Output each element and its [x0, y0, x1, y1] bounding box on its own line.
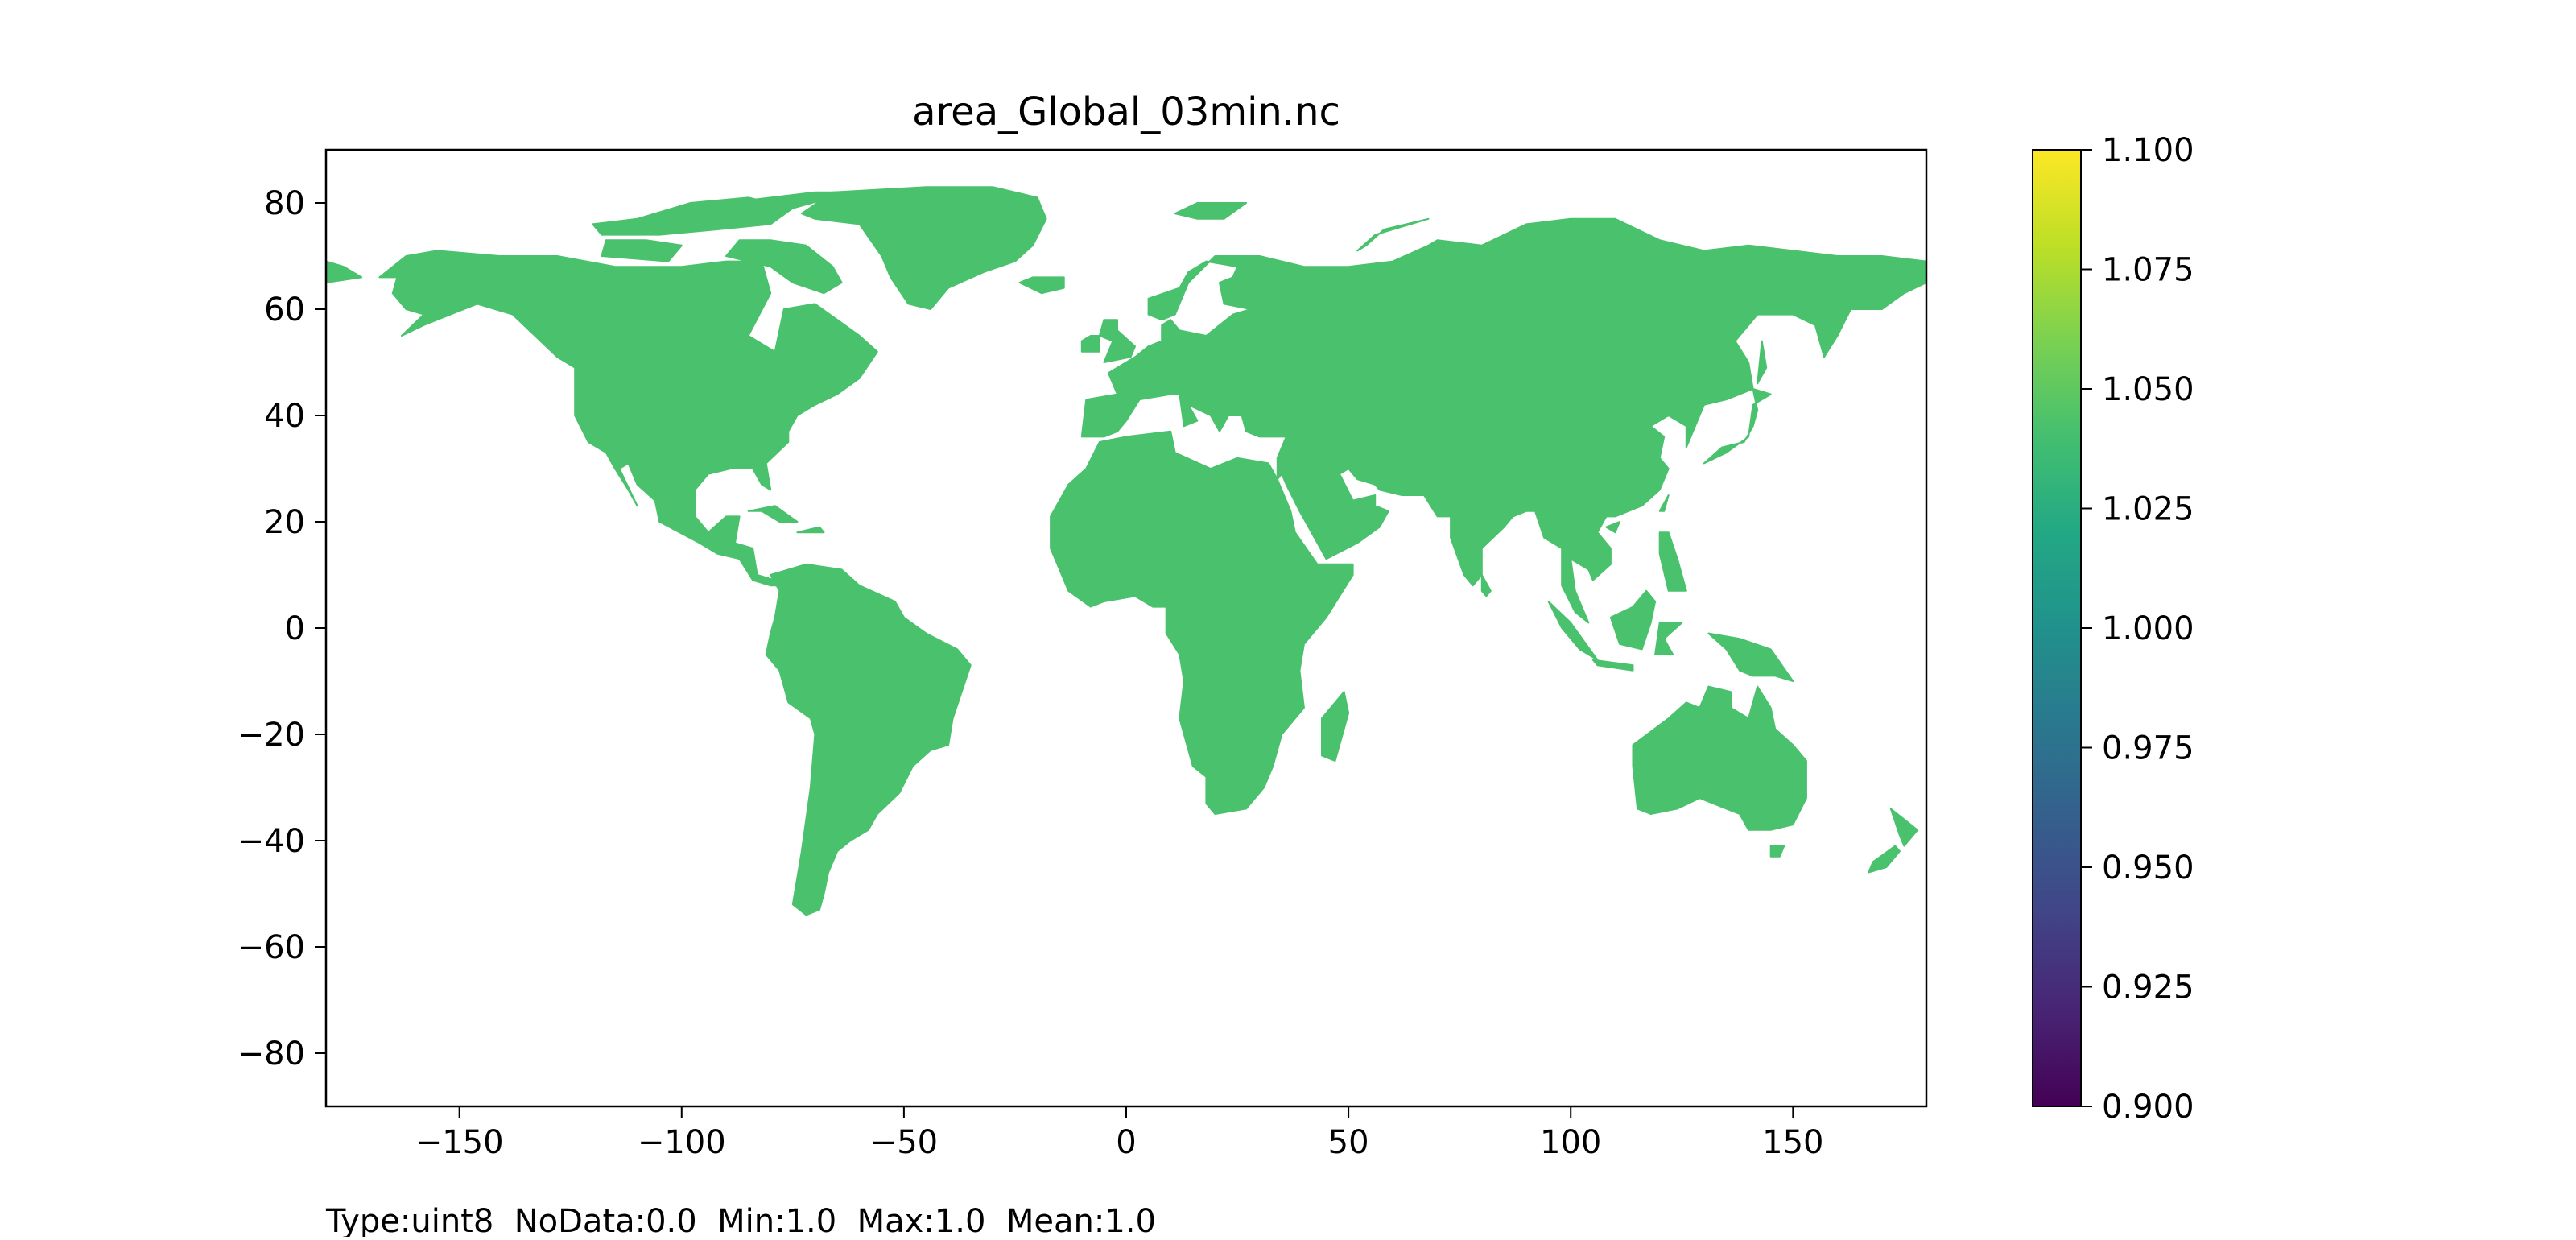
- landmass-japan: [1703, 388, 1772, 465]
- landmass-sulawesi: [1654, 622, 1683, 655]
- colorbar-tick-label: 0.925: [2102, 969, 2194, 1006]
- y-tick-label: 80: [264, 185, 305, 222]
- y-tick-label: −60: [237, 929, 305, 966]
- y-tick-label: 20: [264, 504, 305, 541]
- y-tick-label: −80: [237, 1035, 305, 1073]
- landmass-victoria-island: [601, 239, 683, 262]
- landmass-svalbard: [1174, 202, 1248, 220]
- landmass-africa: [1050, 430, 1354, 815]
- landmass-alaska-east-edge: [326, 260, 363, 283]
- landmass-australia: [1632, 685, 1807, 831]
- landmass-new-guinea: [1707, 632, 1794, 682]
- landmass-sumatra: [1547, 601, 1599, 661]
- colorbar-tick-label: 1.025: [2102, 491, 2194, 528]
- raster-stats: Type:uint8 NoData:0.0 Min:1.0 Max:1.0 Me…: [325, 1203, 1156, 1237]
- colorbar-tick-label: 1.100: [2102, 132, 2194, 169]
- landmass-cuba: [747, 505, 799, 523]
- landmass-north-america: [378, 250, 878, 587]
- y-tick-label: 0: [285, 610, 305, 647]
- x-tick-label: −50: [870, 1124, 938, 1161]
- colorbar: [2032, 149, 2082, 1107]
- landmass-tasmania: [1769, 845, 1785, 858]
- colorbar-tick-label: 0.975: [2102, 730, 2194, 767]
- landmass-novaya-zemlya: [1356, 217, 1430, 252]
- landmass-borneo: [1609, 589, 1657, 651]
- landmass-hispaniola: [796, 526, 825, 534]
- x-tick-label: 0: [1116, 1124, 1136, 1161]
- chart-title: area_Global_03min.nc: [912, 89, 1340, 134]
- landmass-greenland: [800, 186, 1047, 310]
- landmass-hainan: [1605, 521, 1620, 534]
- y-axis: 80 60 40 20 0 −20 −40 −60 −80: [237, 185, 326, 1073]
- x-tick-label: 50: [1328, 1124, 1369, 1161]
- landmass-eurasia: [1080, 217, 1926, 624]
- landmass-great-britain: [1098, 319, 1136, 363]
- landmass-iceland: [1018, 276, 1065, 295]
- colorbar-ticks: 1.100 1.075 1.050 1.025 1.000 0.975 0.950 0.925…: [2081, 132, 2194, 1126]
- landmass-ireland: [1080, 335, 1100, 353]
- x-tick-label: 150: [1762, 1124, 1823, 1161]
- colorbar-tick-label: 1.050: [2102, 371, 2194, 408]
- x-tick-label: −100: [638, 1124, 726, 1161]
- landmass-java: [1591, 659, 1634, 672]
- y-tick-label: −40: [237, 823, 305, 860]
- y-tick-label: 40: [264, 398, 305, 435]
- colorbar-tick-label: 1.000: [2102, 610, 2194, 647]
- x-tick-label: −150: [415, 1124, 504, 1161]
- landmass-sakhalin: [1757, 340, 1768, 385]
- landmass-new-zealand-n: [1889, 808, 1918, 847]
- landmass-baffin: [725, 239, 843, 295]
- y-tick-label: 60: [264, 291, 305, 329]
- y-tick-label: −20: [237, 717, 305, 754]
- x-tick-label: 100: [1540, 1124, 1601, 1161]
- landmass-south-america: [765, 563, 972, 916]
- colorbar-tick-label: 0.900: [2102, 1089, 2194, 1126]
- landmass-taiwan: [1658, 494, 1670, 512]
- landmass-philippines: [1658, 531, 1687, 592]
- landmass-sri-lanka: [1480, 574, 1492, 597]
- land-mask: [326, 186, 1926, 916]
- colorbar-tick-label: 0.950: [2102, 849, 2194, 887]
- colorbar-tick-label: 1.075: [2102, 252, 2194, 289]
- x-axis: −150 −100 −50 0 50 100 150: [415, 1106, 1824, 1161]
- landmass-madagascar: [1321, 691, 1350, 762]
- landmass-new-zealand-s: [1868, 845, 1901, 874]
- landmass-ellesmere: [725, 191, 852, 209]
